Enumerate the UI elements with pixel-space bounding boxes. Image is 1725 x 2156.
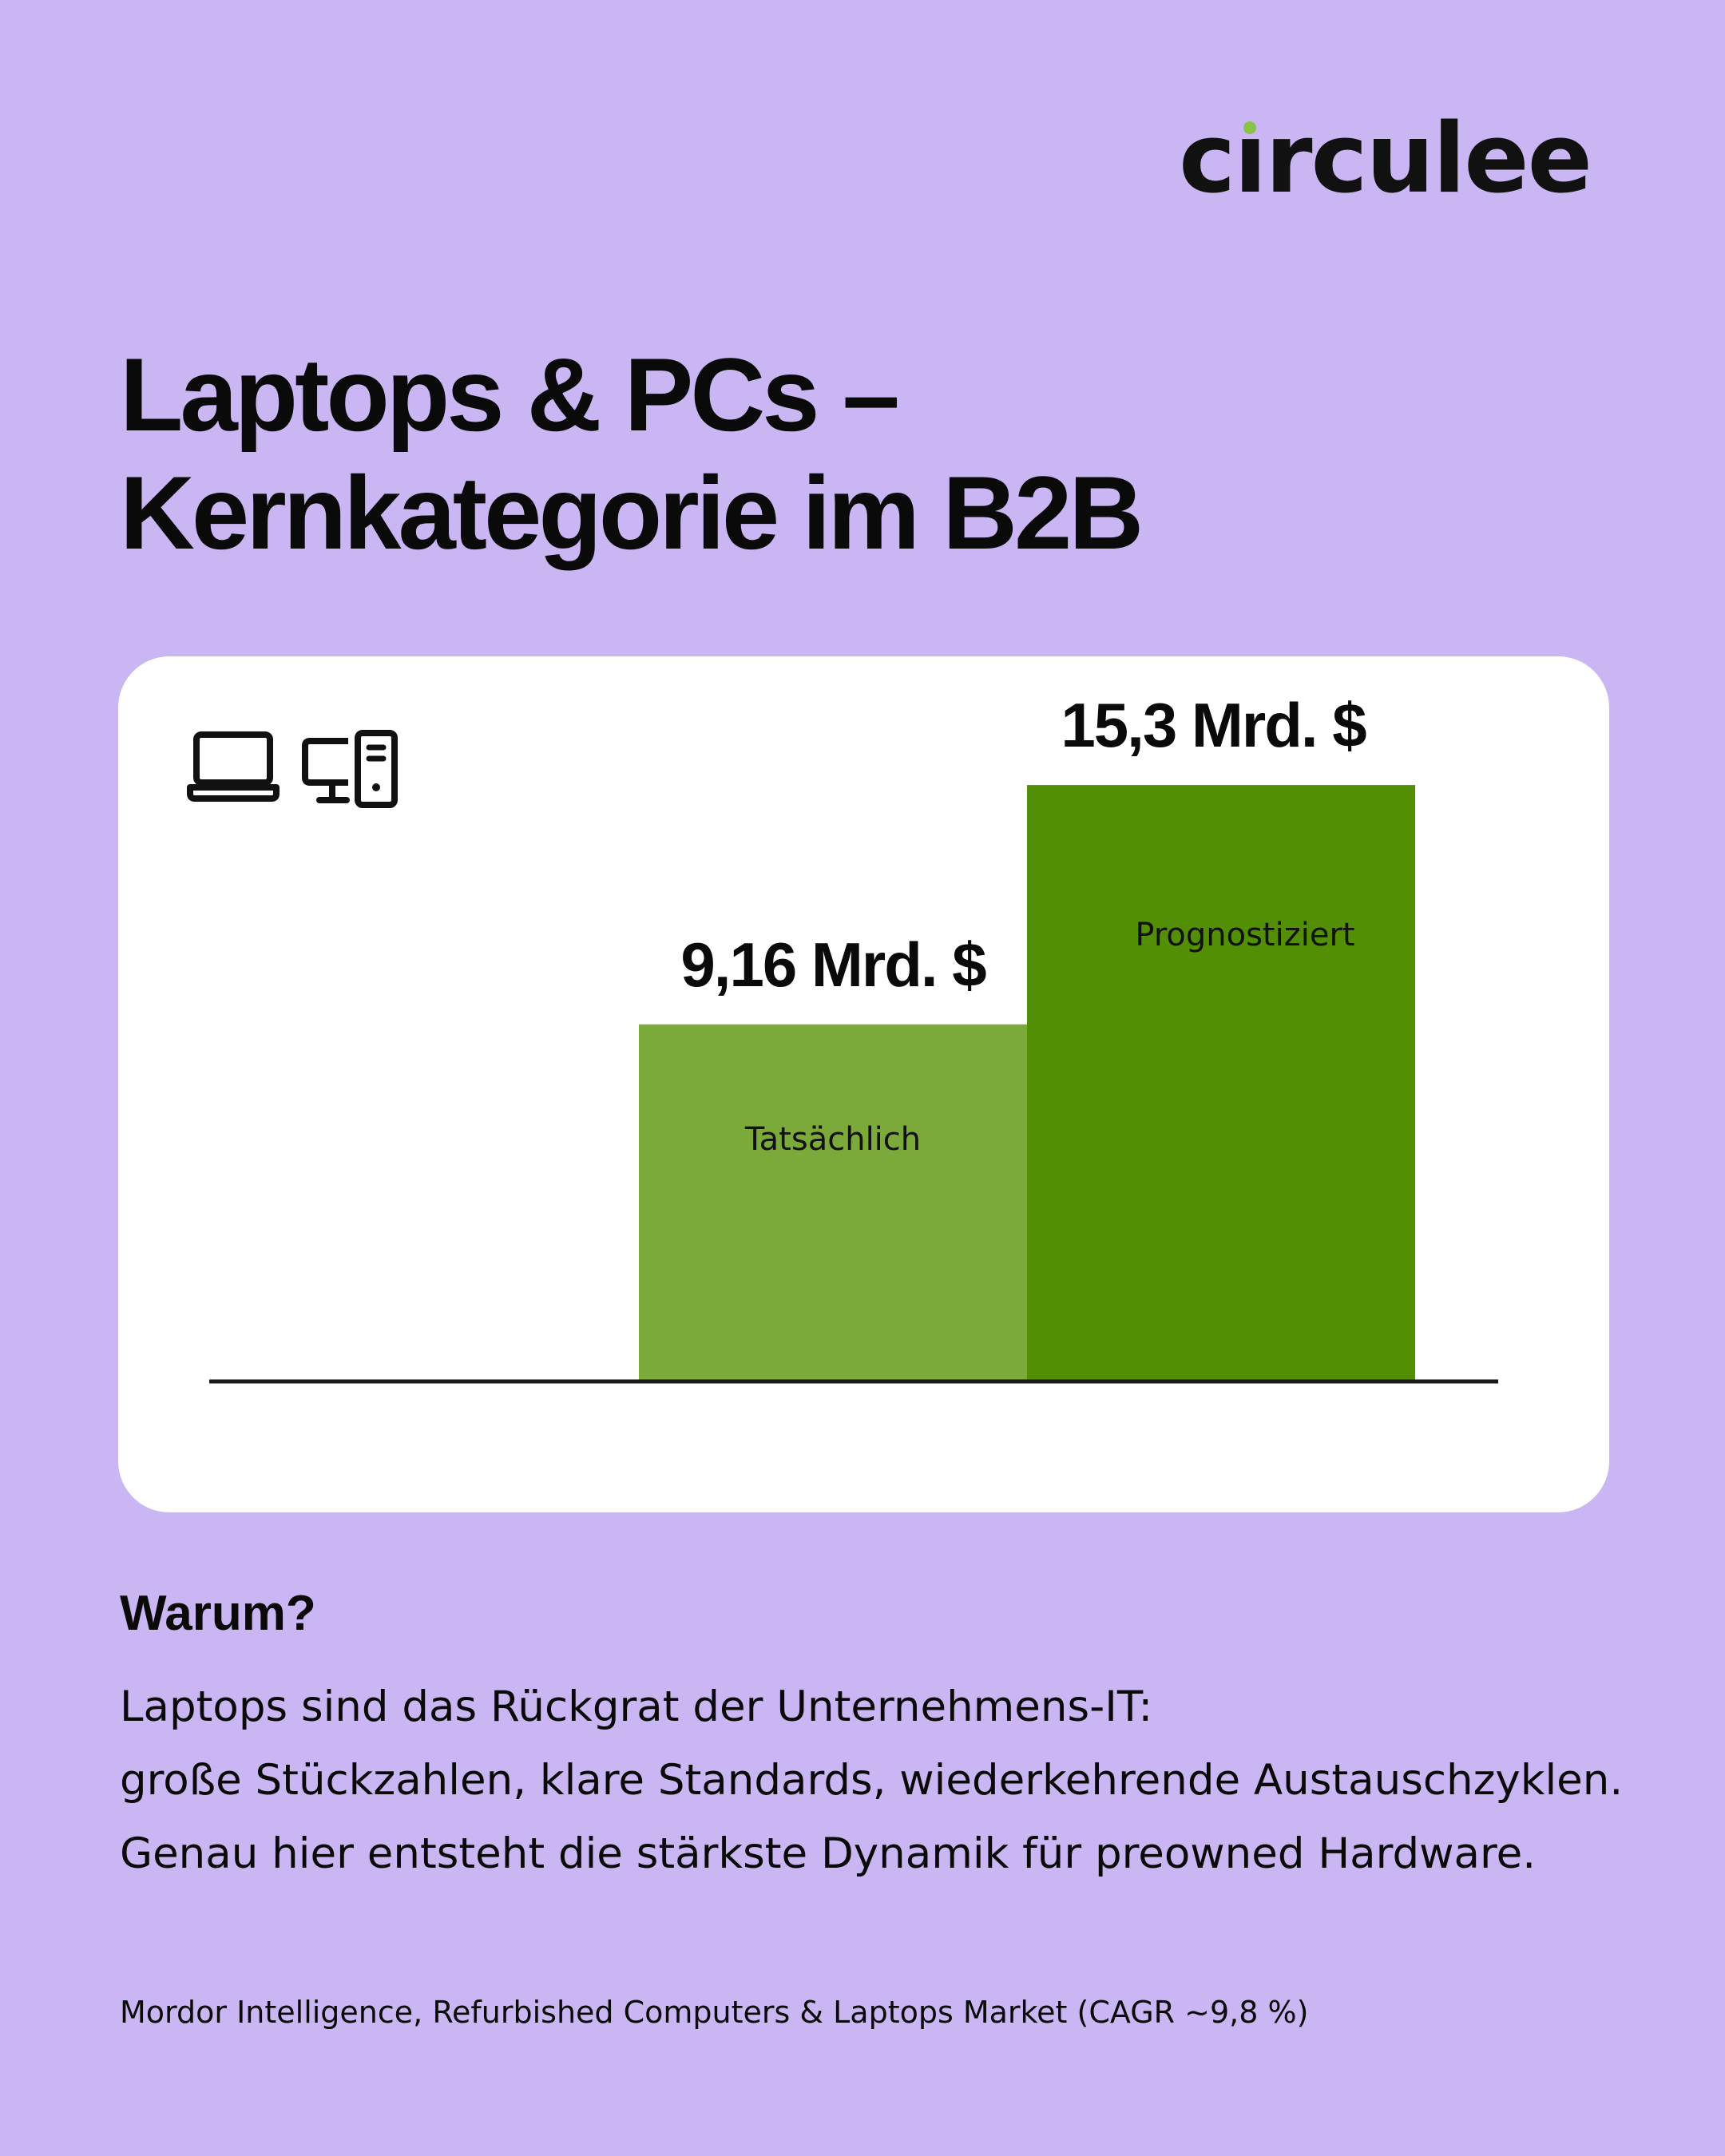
desktop-computer-icon <box>302 730 398 808</box>
why-paragraph-1: Laptops sind das Rückgrat der Unternehme… <box>120 1682 1153 1731</box>
data-label-forecast: 15,3 Mrd. $ <box>1061 690 1366 760</box>
title-line-2: Kernkategorie im B2B <box>120 454 1144 571</box>
category-label-actual: Tatsächlich <box>744 1121 921 1158</box>
laptop-icon <box>187 731 280 802</box>
category-label-forecast: Prognostiziert <box>1135 917 1354 953</box>
why-paragraph-3: Genau hier entsteht die stärkste Dynamik… <box>120 1829 1537 1878</box>
source-note: Mordor Intelligence, Refurbished Compute… <box>120 1995 1309 2030</box>
circulee-logo: cı rculee <box>1179 104 1592 215</box>
bar-chart: 9,16 Mrd. $ Tatsächlich 15,3 Mrd. $ Prognos… <box>209 690 1498 1384</box>
why-paragraph-2: große Stückzahlen, klare Standards, wied… <box>120 1756 1624 1805</box>
logo-letter-i: ı <box>1234 104 1267 215</box>
why-heading: Warum? <box>120 1586 316 1641</box>
why-body: Laptops sind das Rückgrat der Unternehme… <box>120 1677 1637 1897</box>
bar-forecast <box>1027 785 1415 1381</box>
logo-accent-dot <box>1243 121 1256 134</box>
bar-actual <box>639 1024 1027 1381</box>
page-title: Laptops & PCs – Kernkategorie im B2B <box>120 335 1557 572</box>
data-label-actual: 9,16 Mrd. $ <box>680 929 986 1000</box>
title-line-1: Laptops & PCs – <box>120 336 900 453</box>
device-icons <box>187 730 401 810</box>
chart-card: 9,16 Mrd. $ Tatsächlich 15,3 Mrd. $ Prognos… <box>118 656 1609 1512</box>
